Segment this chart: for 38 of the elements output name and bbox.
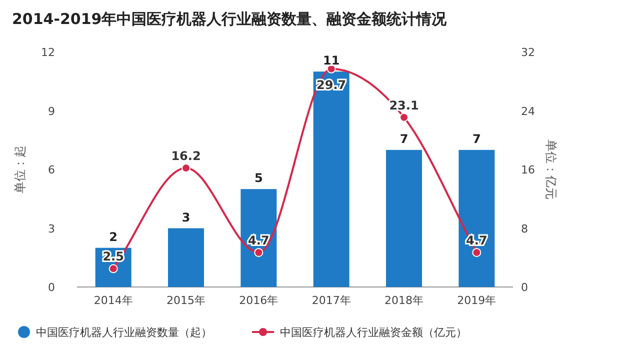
x-tick-label: 2018年 (384, 294, 424, 307)
bar (168, 228, 204, 287)
bar (240, 189, 277, 287)
legend-label: 中国医疗机器人行业融资金额（亿元） (280, 326, 467, 339)
y2-tick-label: 8 (521, 222, 528, 236)
x-tick-label: 2019年 (457, 294, 496, 307)
y-tick-label: 6 (48, 164, 55, 176)
point (108, 264, 118, 274)
bar (313, 72, 350, 287)
y2-tick-label: 32 (521, 46, 535, 59)
y2-axis-title: 单位：亿元 (544, 140, 558, 200)
bar (386, 150, 422, 287)
point (400, 112, 408, 122)
y2-tick-label: 16 (521, 164, 535, 176)
y-tick-label: 0 (48, 281, 55, 294)
legend-label: 中国医疗机器人行业融资数量（起） (36, 326, 212, 339)
data-label: 7 (472, 132, 481, 146)
data-label: 5 (254, 171, 263, 186)
data-label: 7 (400, 132, 408, 146)
x-tick-label: 2016年 (239, 294, 278, 307)
x-tick-label: 2017年 (312, 294, 351, 307)
data-label: 2 (109, 230, 118, 244)
chart-title: 2014-2019年中国医疗机器人行业融资数量、融资金额统计情况 (12, 10, 448, 28)
data-label: 16.2 (171, 149, 201, 164)
data-label: 4.7 (248, 233, 270, 248)
x-tick-label: 2015年 (166, 294, 206, 307)
y2-tick-label: 24 (521, 104, 535, 118)
x-tick-label: 2014年 (94, 294, 133, 307)
bar (458, 150, 495, 287)
point (254, 248, 264, 257)
data-label: 3 (182, 210, 190, 224)
y-tick-label: 3 (48, 222, 55, 236)
y2-tick-label: 0 (521, 281, 528, 294)
y-axis-title: 单位：起 (13, 146, 27, 194)
point (472, 248, 482, 257)
data-label: 11 (322, 54, 340, 68)
y-tick-label: 12 (41, 46, 55, 59)
y-tick-label: 9 (48, 104, 55, 118)
